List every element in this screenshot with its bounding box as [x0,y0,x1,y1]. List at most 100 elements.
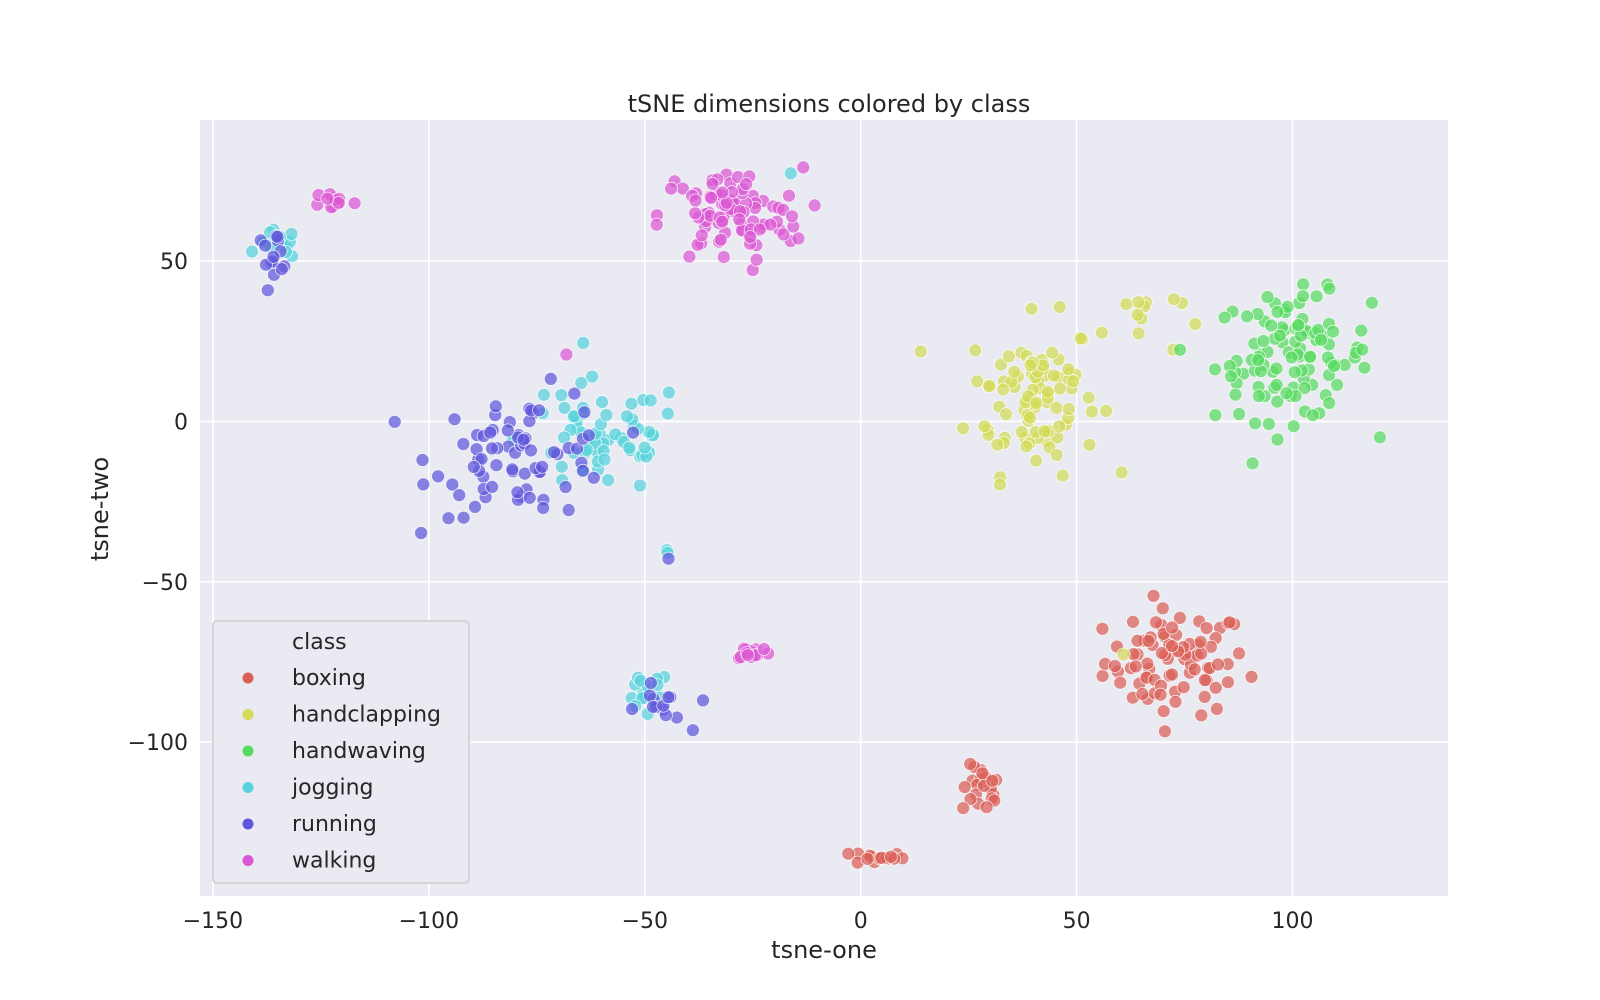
legend-item-handclapping: handclapping [242,703,441,728]
legend-label: walking [292,849,376,874]
scatter-point [1314,332,1328,347]
scatter-point [1155,646,1169,660]
scatter-point [500,423,515,438]
scatter-point [752,222,767,237]
scatter-point [624,396,639,411]
legend-item-walking: walking [242,849,376,874]
scatter-point [713,232,728,247]
scatter-point [1217,310,1232,325]
scatter-point [715,214,730,229]
scatter-point [662,385,676,400]
scatter-point [1055,468,1070,483]
scatter-point [483,425,498,440]
scatter-point [1256,334,1271,348]
scatter-point [696,693,710,708]
scatter-point [488,399,503,414]
scatter-point [1232,646,1246,661]
scatter-point [577,405,592,420]
scatter-point [993,477,1007,492]
scatter-point [456,510,471,525]
scatter-point [547,445,561,460]
scatter-point [558,480,573,494]
scatter-point [643,393,658,408]
scatter-point [576,335,591,350]
scatter-point [1023,410,1037,425]
scatter-point [1322,281,1337,296]
scatter-point [1262,417,1276,431]
scatter-point [1287,365,1302,380]
scatter-point [1061,362,1076,377]
legend-marker [242,672,254,684]
scatter-point [535,459,549,474]
scatter-point [537,387,551,402]
scatter-point [1113,675,1128,690]
scatter-point [664,181,678,196]
scatter-point [567,386,582,401]
scatter-point [970,374,985,389]
scatter-point [985,773,1000,788]
scatter-point [347,196,362,211]
scatter-point [1173,611,1187,625]
scatter-point [1131,295,1146,310]
scatter-point [884,849,898,864]
scatter-point [1114,465,1129,480]
scatter-point [1269,377,1284,392]
scatter-point [704,190,719,205]
scatter-point [1052,299,1067,314]
scatter-point [1153,687,1168,702]
scatter-point [489,458,504,473]
scatter-point [1040,384,1055,399]
scatter-point [1140,656,1155,671]
scatter-point [1208,362,1222,377]
scatter-point [1260,290,1275,304]
scatter-point [1014,425,1029,439]
scatter-point [1128,659,1143,674]
scatter-point [1365,295,1379,310]
x-axis-label: tsne-one [771,936,877,964]
scatter-point [633,478,647,493]
scatter-point [1119,297,1134,312]
scatter-point [582,428,596,443]
scatter-point [574,375,589,390]
scatter-point [586,470,601,485]
scatter-point [1326,324,1340,339]
grid-lines [200,120,1448,896]
scatter-point [957,780,972,794]
scatter-point [620,409,634,424]
x-tick-label: 100 [1272,909,1314,934]
scatter-point [554,388,569,402]
scatter-point [686,723,700,738]
scatter-point [1135,687,1150,701]
scatter-point [1165,620,1179,635]
scatter-point [757,642,771,656]
scatter-point [1303,349,1317,364]
scatter-point [284,226,299,241]
scatter-point [1165,639,1179,653]
scatter-point [688,193,703,208]
scatter-point [990,437,1005,452]
scatter-point [688,206,702,221]
scatter-point [1208,408,1223,423]
scatter-point [557,400,572,415]
scatter-point [1023,358,1038,373]
scatter-point [1327,359,1341,373]
scatter-point [1094,325,1109,340]
x-tick-label: −50 [622,909,668,934]
scatter-point [637,440,652,455]
scatter-point [1149,615,1163,630]
scatter-point [1228,387,1243,402]
scatter-point [1232,407,1246,421]
scatter-point [485,479,500,494]
legend-item-boxing: boxing [242,666,366,691]
scatter-point [642,688,657,703]
scatter-point [597,452,612,467]
scatter-point [1309,289,1324,304]
scatter-point [1155,601,1170,616]
scatter-point [1284,350,1299,365]
scatter-point [516,432,531,447]
scatter-point [1222,615,1237,630]
scatter-point [1270,432,1285,447]
scatter-point [1116,647,1131,662]
scatter-point [452,488,467,503]
scatter-point [716,250,731,265]
